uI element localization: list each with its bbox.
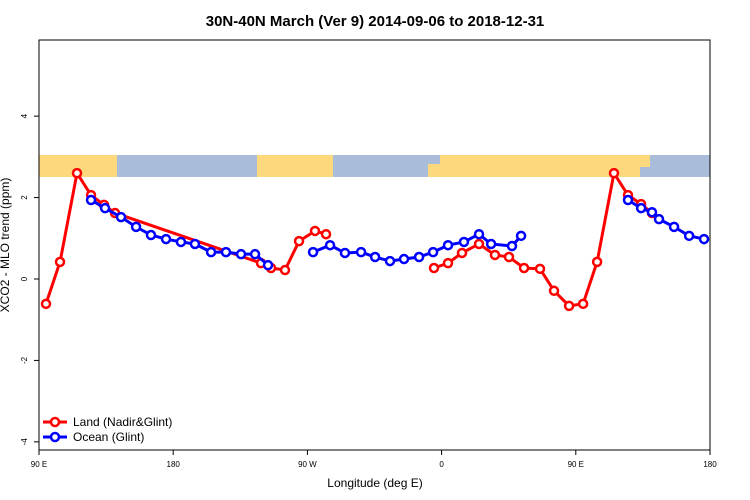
legend-marker [49, 416, 61, 428]
x-tick-label: 90 E [568, 460, 584, 469]
point [320, 228, 332, 240]
series-line [44, 169, 653, 308]
point [40, 298, 52, 310]
map-band [39, 155, 710, 177]
point [485, 238, 497, 250]
point [534, 263, 546, 275]
point [384, 255, 396, 267]
y-tick-label: 0 [20, 276, 29, 281]
point [189, 238, 201, 250]
point [698, 233, 710, 245]
point [458, 236, 470, 248]
point [428, 262, 440, 274]
point [279, 264, 291, 276]
point [456, 247, 468, 259]
point [398, 253, 410, 265]
x-tick-label: 90 E [31, 460, 47, 469]
point [249, 248, 261, 260]
point [220, 246, 232, 258]
point [235, 248, 247, 260]
point [175, 236, 187, 248]
x-axis-label: Longitude (deg E) [327, 476, 422, 490]
y-axis-label: XCO2 - MLO trend (ppm) [0, 178, 12, 313]
point [473, 228, 485, 240]
chart-title: 30N-40N March (Ver 9) 2014-09-06 to 2018… [206, 13, 545, 30]
point [309, 225, 321, 237]
point [99, 202, 111, 214]
point [130, 221, 142, 233]
point [668, 221, 680, 233]
y-tick-label: 2 [20, 195, 29, 200]
point [71, 167, 83, 179]
point [489, 249, 501, 261]
point [339, 247, 351, 259]
plot-frame [38, 39, 711, 451]
point [262, 259, 274, 271]
legend-label: Ocean (Glint) [73, 430, 144, 444]
point [515, 230, 527, 242]
point [307, 246, 319, 258]
point [205, 246, 217, 258]
point [324, 239, 336, 251]
point [85, 194, 97, 206]
point [293, 235, 305, 247]
x-tick-label: 180 [167, 460, 181, 469]
y-tick-label: -2 [20, 356, 29, 364]
point [635, 202, 647, 214]
point [355, 246, 367, 258]
point [145, 229, 157, 241]
point [563, 300, 575, 312]
x-tick-label: 180 [703, 460, 717, 469]
point [548, 285, 560, 297]
point [442, 239, 454, 251]
y-tick-label: -4 [20, 438, 29, 446]
point [473, 238, 485, 250]
point [506, 240, 518, 252]
point [683, 230, 695, 242]
point [653, 213, 665, 225]
legend-label: Land (Nadir&Glint) [73, 415, 172, 429]
point [115, 211, 127, 223]
point [591, 256, 603, 268]
point [442, 257, 454, 269]
point [160, 233, 172, 245]
point [427, 246, 439, 258]
point [622, 194, 634, 206]
point [503, 251, 515, 263]
point [369, 251, 381, 263]
point [518, 262, 530, 274]
point [54, 256, 66, 268]
x-tick-label: 0 [439, 460, 444, 469]
y-tick-label: 4 [20, 113, 29, 118]
series-line [90, 198, 705, 267]
point [577, 298, 589, 310]
point [413, 251, 425, 263]
point [646, 206, 658, 218]
legend-marker [49, 431, 61, 443]
point [608, 167, 620, 179]
x-tick-label: 90 W [298, 460, 317, 469]
